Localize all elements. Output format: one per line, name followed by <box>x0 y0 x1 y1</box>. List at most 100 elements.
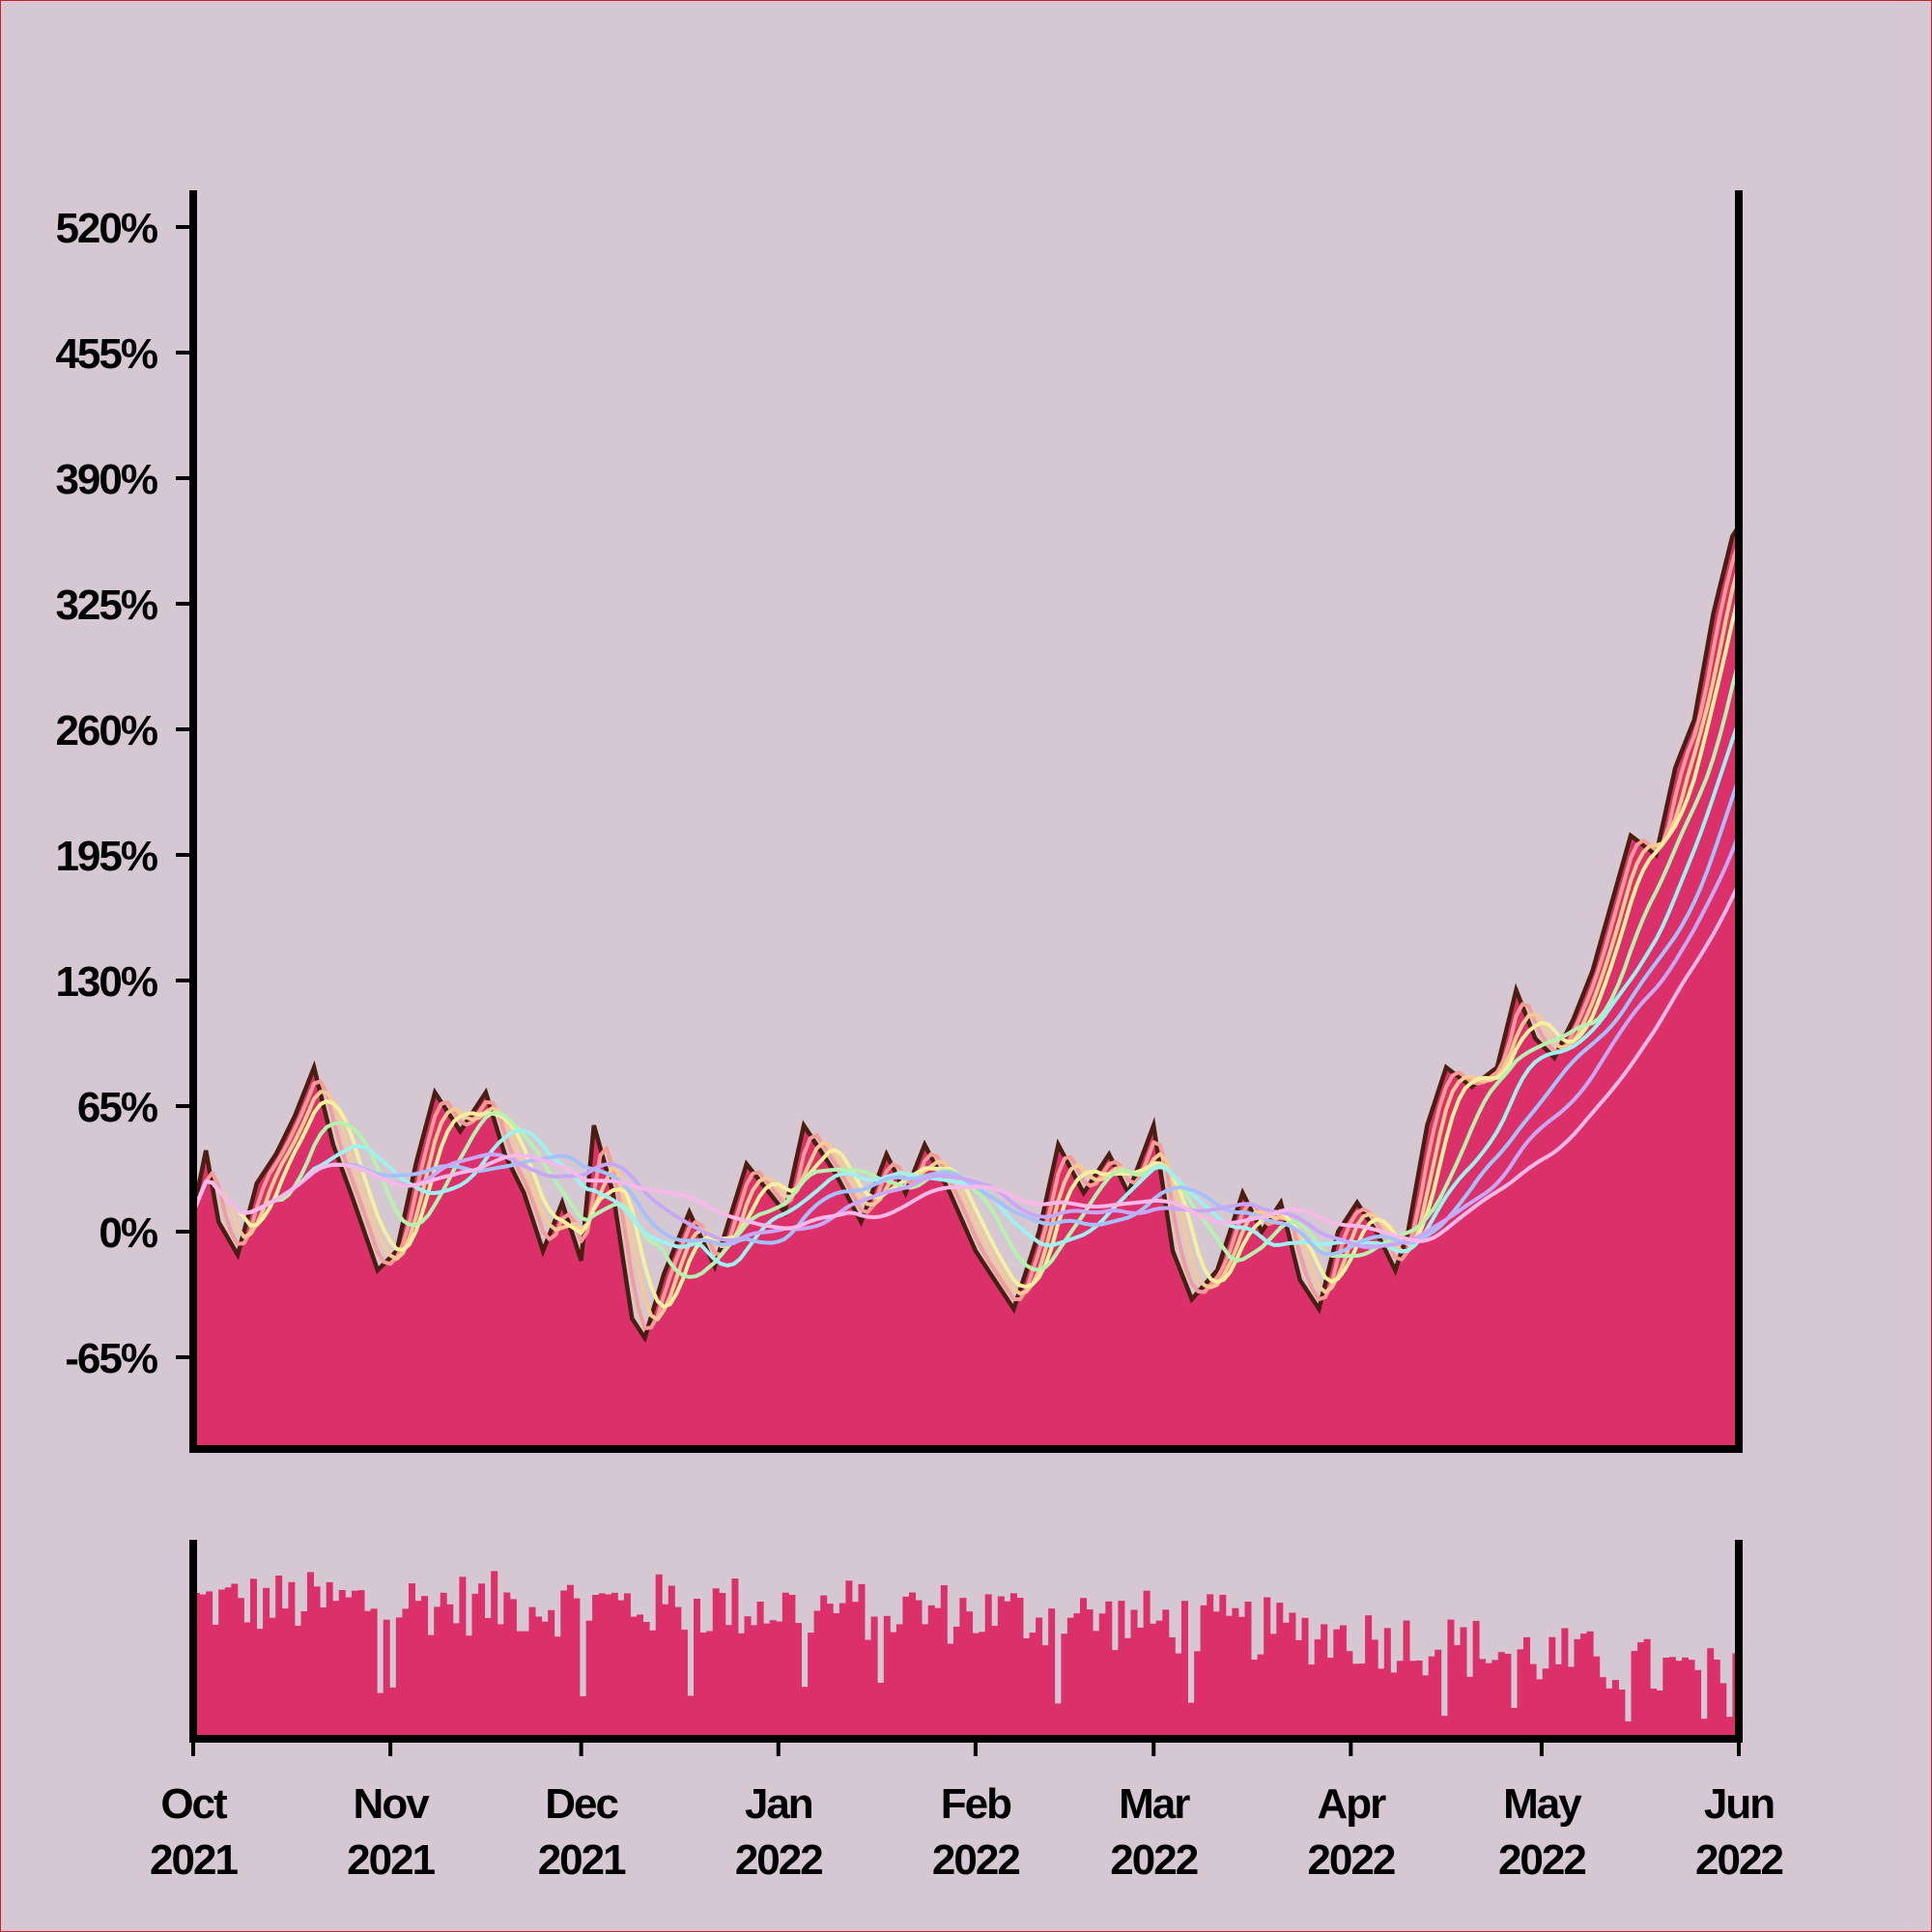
volume-bar <box>1111 1650 1119 1739</box>
volume-bar <box>256 1629 264 1739</box>
y-tick-label: 390% <box>55 456 156 503</box>
y-tick-label: 0% <box>99 1209 156 1257</box>
volume-bar <box>1029 1633 1037 1739</box>
moving-average-line <box>191 541 1741 1330</box>
volume-bar <box>724 1625 732 1739</box>
volume-bar <box>1523 1636 1530 1739</box>
volume-bar <box>972 1633 980 1739</box>
volume-bar <box>1694 1669 1702 1739</box>
x-tick-label-year: 2022 <box>1110 1836 1197 1884</box>
volume-bar <box>1269 1634 1277 1739</box>
volume-bar <box>668 1585 675 1739</box>
volume-bar <box>1707 1648 1715 1739</box>
volume-bar <box>288 1581 296 1739</box>
volume-bar <box>1447 1619 1455 1739</box>
volume-bar <box>1472 1620 1480 1739</box>
volume-bar <box>751 1625 757 1739</box>
volume-bar <box>1409 1661 1416 1739</box>
volume-bar <box>852 1602 859 1739</box>
volume-bar <box>357 1590 365 1739</box>
volume-bar <box>231 1583 239 1739</box>
volume-bar <box>1688 1660 1695 1739</box>
volume-bar <box>1150 1623 1157 1739</box>
volume-bar <box>1333 1629 1341 1739</box>
volume-bar <box>763 1623 771 1739</box>
volume-bar <box>1023 1638 1030 1739</box>
volume-bar <box>212 1624 219 1739</box>
volume-bar <box>1554 1663 1562 1739</box>
volume-bar <box>1143 1590 1151 1739</box>
volume-bar <box>769 1620 777 1739</box>
volume-bar <box>598 1593 606 1739</box>
volume-bar <box>1637 1642 1645 1739</box>
volume-bar <box>649 1630 657 1739</box>
volume-bar <box>1016 1598 1024 1739</box>
price-area <box>193 526 1739 1449</box>
volume-axes <box>189 1540 1743 1743</box>
volume-bar <box>1137 1627 1144 1739</box>
volume-bar <box>573 1598 581 1739</box>
volume-bar <box>1371 1639 1378 1739</box>
volume-bar <box>1631 1651 1638 1739</box>
volume-bar <box>820 1595 828 1739</box>
volume-bar <box>959 1598 967 1739</box>
volume-bar <box>294 1625 301 1739</box>
volume-bar <box>1548 1636 1556 1739</box>
volume-bar <box>744 1616 752 1739</box>
volume-bar <box>630 1616 638 1739</box>
volume-bar <box>1365 1615 1373 1739</box>
volume-bar <box>1396 1661 1404 1739</box>
volume-panel: Oct 2021 Nov 2021 Dec 2021 Jan 2022 Feb 2022 Mar 20… <box>150 1540 1784 1884</box>
volume-bar <box>1700 1719 1708 1739</box>
volume-bar <box>997 1596 1005 1739</box>
volume-bar <box>808 1633 815 1739</box>
volume-bar <box>1390 1672 1398 1739</box>
volume-bar <box>414 1601 422 1739</box>
volume-bar <box>560 1590 568 1739</box>
price-axes <box>189 190 1743 1453</box>
volume-bar <box>409 1583 415 1739</box>
volume-bar <box>895 1624 903 1739</box>
volume-bar <box>218 1589 226 1739</box>
volume-bar <box>1289 1612 1296 1739</box>
volume-bar <box>1580 1634 1588 1739</box>
x-tick-label-year: 2022 <box>932 1836 1019 1884</box>
volume-bar <box>984 1594 992 1739</box>
volume-bar <box>528 1606 536 1739</box>
volume-bar <box>1479 1659 1487 1739</box>
volume-bar <box>1086 1609 1094 1739</box>
volume-bar <box>199 1594 207 1739</box>
volume-bar <box>674 1606 682 1739</box>
volume-bar <box>307 1572 314 1739</box>
volume-bar <box>1358 1663 1366 1739</box>
volume-bar <box>1378 1668 1385 1739</box>
volume-bar <box>1105 1601 1113 1739</box>
volume-bar <box>421 1596 429 1739</box>
y-tick-label: 325% <box>55 582 156 629</box>
volume-bar <box>484 1618 492 1739</box>
volume-bar <box>206 1591 213 1739</box>
volume-bar <box>566 1584 574 1739</box>
volume-bar <box>1314 1639 1321 1739</box>
x-tick-label-month: Oct <box>160 1780 228 1828</box>
volume-bar <box>1713 1660 1720 1739</box>
volume-bar <box>1175 1653 1182 1739</box>
volume-bar <box>1339 1625 1347 1739</box>
volume-bar <box>471 1593 479 1739</box>
volume-bar <box>1048 1608 1056 1739</box>
volume-bar <box>1428 1656 1435 1739</box>
volume-bar <box>1264 1597 1271 1739</box>
volume-bar <box>781 1592 789 1739</box>
volume-bar <box>1574 1638 1581 1739</box>
y-tick-label: 195% <box>55 833 156 880</box>
x-tick-label-month: Feb <box>941 1780 1011 1828</box>
y-tick-label: 130% <box>55 958 156 1006</box>
volume-bar <box>1130 1609 1138 1739</box>
volume-bar <box>1041 1645 1049 1739</box>
volume-bar <box>909 1592 916 1739</box>
volume-bar <box>655 1574 663 1739</box>
volume-bar <box>1232 1607 1239 1739</box>
volume-bar <box>1326 1658 1334 1739</box>
volume-bar <box>1453 1645 1461 1739</box>
volume-bar <box>237 1598 244 1739</box>
